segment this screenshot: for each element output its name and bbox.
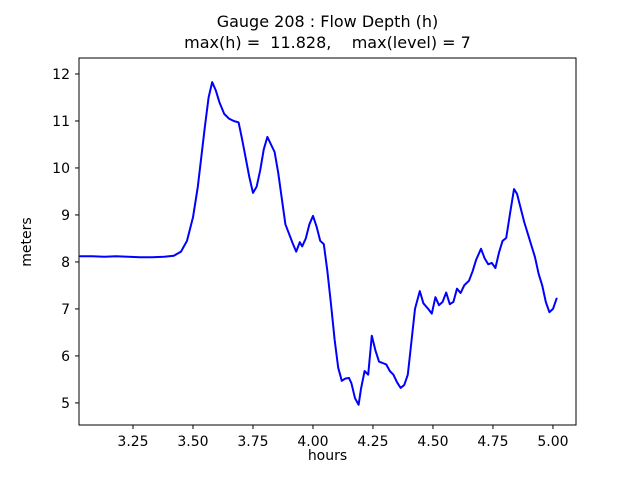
x-tick-label: 3.50 [177,434,208,450]
x-tick-label: 4.50 [417,434,448,450]
y-axis-label: meters [19,217,35,267]
chart-title: Gauge 208 : Flow Depth (h) [216,12,439,31]
x-tick-label: 3.25 [117,434,148,450]
x-tick-label: 4.25 [357,434,388,450]
x-axis-label: hours [307,448,348,464]
y-tick-label: 10 [52,161,70,177]
x-tick-label: 4.75 [477,434,508,450]
y-tick-label: 5 [61,396,70,412]
x-tick-label: 4.00 [297,434,328,450]
x-tick-label: 5.00 [537,434,568,450]
y-tick-label: 12 [52,67,70,83]
chart-subtitle: max(h) = 11.828, max(level) = 7 [184,33,471,52]
y-tick-label: 6 [61,349,70,365]
x-tick-label: 3.75 [237,434,268,450]
y-tick-label: 8 [61,255,70,271]
flow-depth-line [79,81,558,406]
plot-frame [78,57,577,426]
y-tick-label: 9 [61,208,70,224]
y-tick-label: 7 [61,302,70,318]
y-tick-label: 11 [52,114,70,130]
